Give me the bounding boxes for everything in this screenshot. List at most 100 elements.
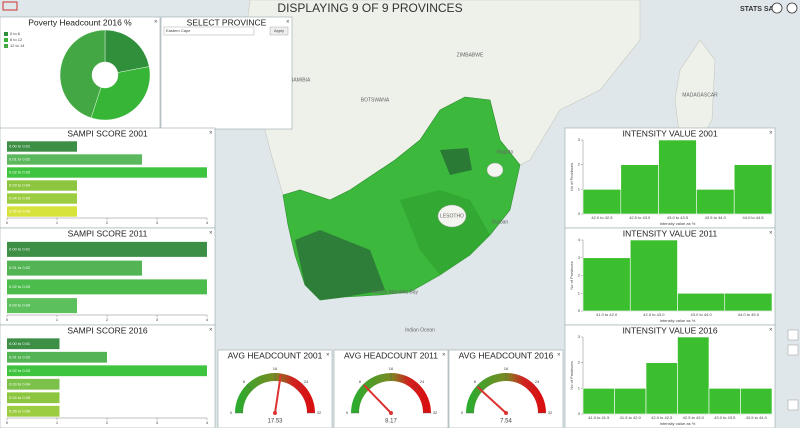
apply-button[interactable] bbox=[269, 26, 289, 36]
bar bbox=[7, 298, 77, 314]
eswatini bbox=[486, 162, 504, 178]
x-axis-label: Intensity value as % bbox=[660, 421, 696, 426]
gauge-tick-label: 16 bbox=[273, 366, 278, 371]
x-tick-label: 42.0 to 42.5 bbox=[591, 215, 613, 220]
help-button[interactable] bbox=[786, 2, 798, 14]
bar bbox=[740, 388, 773, 415]
y-axis-label: No of Provinces bbox=[569, 163, 574, 191]
info-button[interactable] bbox=[771, 2, 783, 14]
zoom-in[interactable] bbox=[787, 329, 799, 341]
x-tick-label: 44.0 to 45.0 bbox=[738, 312, 760, 317]
panel bbox=[333, 349, 449, 428]
x-tick-label: 44.0 to 44.5 bbox=[743, 215, 765, 220]
bar bbox=[7, 260, 142, 276]
y-tick-label: 2 bbox=[578, 273, 581, 278]
x-tick-label: 1 bbox=[56, 220, 59, 225]
logo-left bbox=[2, 1, 18, 11]
close-icon[interactable]: × bbox=[209, 131, 213, 137]
bar bbox=[7, 279, 207, 295]
y-tick-label: 1 bbox=[578, 385, 581, 390]
y-axis-label: No of Provinces bbox=[569, 261, 574, 289]
gauge-tick-label: 8 bbox=[359, 379, 362, 384]
locate[interactable] bbox=[787, 399, 799, 411]
close-icon[interactable]: × bbox=[209, 231, 213, 237]
bar-label: 0.02 to 0.03 bbox=[9, 284, 31, 289]
x-tick-label: 3 bbox=[156, 220, 159, 225]
gauge-value: 7.54 bbox=[500, 419, 512, 425]
bar bbox=[724, 292, 773, 312]
zoom-out[interactable] bbox=[787, 344, 799, 356]
lesotho bbox=[437, 204, 467, 228]
bar bbox=[7, 167, 207, 178]
x-tick-label: 0 bbox=[6, 317, 9, 322]
logo: STATS SA bbox=[740, 6, 774, 13]
bar bbox=[582, 257, 631, 312]
y-tick-label: 3 bbox=[578, 255, 581, 260]
panels: Poverty Headcount 2016 % ×0 to 66 to 1212… bbox=[0, 16, 776, 428]
x-tick-label: 2 bbox=[106, 220, 109, 225]
close-icon[interactable]: × bbox=[769, 131, 773, 137]
close-icon[interactable]: × bbox=[769, 231, 773, 237]
bar bbox=[629, 239, 678, 312]
map-labels: BOTSWANA ZIMBABWE NAMIBIA LESOTHO MADAGASCAR… bbox=[290, 52, 718, 333]
close-icon[interactable]: × bbox=[154, 20, 158, 26]
donut-slice bbox=[90, 66, 151, 121]
x-tick-label: 4 bbox=[206, 220, 209, 225]
bar-label: 0.05 to 0.06 bbox=[9, 209, 31, 214]
bar bbox=[7, 405, 60, 417]
bar bbox=[7, 351, 107, 363]
donut-slice bbox=[59, 29, 106, 119]
bar bbox=[582, 388, 615, 415]
panel bbox=[448, 349, 564, 428]
x-tick-label: 1 bbox=[56, 420, 59, 425]
bar bbox=[645, 362, 678, 415]
bar bbox=[7, 206, 77, 217]
bar-label: 0.01 to 0.02 bbox=[9, 354, 31, 359]
bar bbox=[7, 338, 60, 350]
map-label: NAMIBIA bbox=[290, 77, 311, 83]
gauteng bbox=[440, 148, 472, 175]
gauge-tick-label: 8 bbox=[243, 379, 246, 384]
province-dropdown[interactable] bbox=[163, 26, 255, 36]
close-icon[interactable]: × bbox=[769, 328, 773, 334]
bar-label: 0.03 to 0.04 bbox=[9, 303, 31, 308]
map-label: Nelson Mandela Bay bbox=[372, 289, 419, 295]
gauge-tick-label: 24 bbox=[535, 379, 540, 384]
bar-label: 0.03 to 0.04 bbox=[9, 381, 31, 386]
panel-title: SELECT PROVINCE bbox=[187, 17, 267, 27]
x-tick-label: 43.0 to 43.5 bbox=[714, 415, 736, 420]
gauge-tick-label: 16 bbox=[389, 366, 394, 371]
x-axis-label: Intensity value as % bbox=[660, 318, 696, 323]
x-tick-label: 0 bbox=[6, 220, 9, 225]
bar-label: 0.01 to 0.02 bbox=[9, 157, 31, 162]
bar bbox=[677, 292, 726, 312]
x-tick-label: 42.5 to 43.0 bbox=[629, 215, 651, 220]
x-tick-label: 2 bbox=[106, 420, 109, 425]
close-icon[interactable]: × bbox=[557, 353, 561, 359]
map-controls bbox=[787, 329, 799, 411]
bar bbox=[658, 139, 697, 215]
y-tick-label: 0 bbox=[578, 211, 581, 216]
gauge-needle bbox=[476, 386, 507, 414]
gauge-tick-label: 24 bbox=[304, 379, 309, 384]
legend-label: 0 to 6 bbox=[10, 31, 21, 36]
map-label: Durban bbox=[492, 219, 509, 225]
gauge-tick-label: 16 bbox=[504, 366, 509, 371]
map-label: ZIMBABWE bbox=[457, 52, 484, 58]
close-icon[interactable]: × bbox=[209, 328, 213, 334]
close-icon[interactable]: × bbox=[286, 20, 290, 26]
gauge-needle bbox=[363, 384, 392, 414]
legend-label: 6 to 12 bbox=[10, 37, 23, 42]
panel bbox=[217, 349, 333, 428]
gauge-tick bbox=[297, 384, 304, 391]
bar bbox=[7, 378, 60, 390]
bar bbox=[7, 154, 142, 165]
x-tick-label: 3 bbox=[156, 420, 159, 425]
bar-label: 0.02 to 0.03 bbox=[9, 368, 31, 373]
bar bbox=[7, 392, 60, 404]
close-icon[interactable]: × bbox=[326, 353, 330, 359]
close-icon[interactable]: × bbox=[442, 353, 446, 359]
bar bbox=[677, 336, 710, 415]
x-tick-label: 41.5 to 42.0 bbox=[620, 415, 642, 420]
x-axis-label: Intensity value as % bbox=[660, 221, 696, 226]
